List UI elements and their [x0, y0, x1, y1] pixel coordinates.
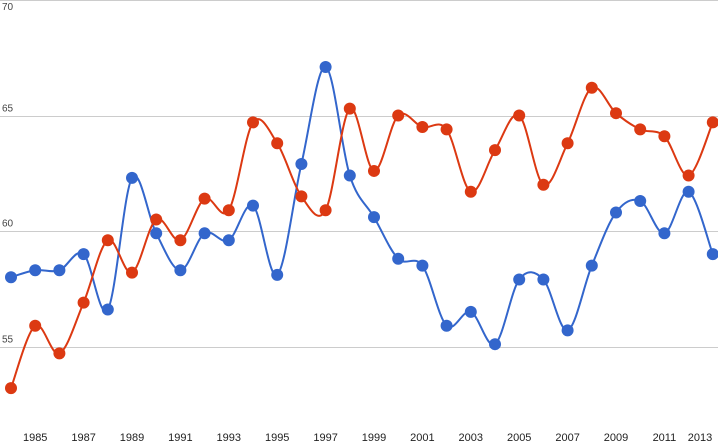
x-tick-label: 1995	[265, 432, 289, 444]
x-tick-label: 1993	[217, 432, 241, 444]
data-point-series-1-1993[interactable]	[222, 234, 235, 247]
data-point-series-2-2011[interactable]	[658, 130, 671, 143]
x-tick-label: 1997	[313, 432, 337, 444]
data-point-series-1-1991[interactable]	[174, 264, 187, 277]
data-point-series-1-2006[interactable]	[537, 273, 550, 286]
x-tick-label: 1989	[120, 432, 144, 444]
data-point-series-2-2007[interactable]	[561, 137, 574, 150]
data-point-series-2-1988[interactable]	[101, 234, 114, 247]
data-point-series-2-2005[interactable]	[513, 109, 526, 122]
data-point-series-1-2013[interactable]	[706, 248, 718, 261]
x-tick-label: 2007	[555, 432, 579, 444]
data-point-series-2-2003[interactable]	[464, 185, 477, 198]
data-point-series-1-1997[interactable]	[319, 60, 332, 73]
data-point-series-2-1992[interactable]	[198, 192, 211, 205]
data-point-series-2-2001[interactable]	[416, 121, 429, 134]
x-axis-ticks: 1985 1987 1989 1991 1993 1995 1997 1999 2001 2003…	[23, 432, 712, 444]
data-point-series-1-2007[interactable]	[561, 324, 574, 337]
data-point-series-1-1999[interactable]	[368, 211, 380, 224]
data-point-series-2-2009[interactable]	[610, 107, 622, 120]
gridlines	[0, 0, 718, 348]
data-point-series-2-1984[interactable]	[5, 382, 17, 395]
data-point-series-1-2004[interactable]	[489, 338, 501, 351]
data-point-series-2-2002[interactable]	[440, 123, 453, 136]
data-point-series-1-1989[interactable]	[126, 171, 138, 184]
data-point-series-2-2012[interactable]	[682, 169, 695, 182]
data-point-series-1-2005[interactable]	[513, 273, 526, 286]
data-point-series-2-1997[interactable]	[319, 204, 332, 217]
y-axis-ticks: 55 60 65 70	[2, 2, 14, 346]
data-point-series-1-1988[interactable]	[101, 303, 114, 316]
data-point-series-2-2008[interactable]	[585, 81, 598, 94]
data-point-series-1-1987[interactable]	[77, 248, 90, 261]
data-point-series-1-1994[interactable]	[247, 199, 259, 212]
data-point-series-2-1991[interactable]	[174, 234, 187, 247]
data-point-series-1-2008[interactable]	[585, 259, 598, 272]
series-1	[5, 60, 718, 351]
series-group	[5, 60, 718, 395]
x-tick-label: 1985	[23, 432, 47, 444]
data-point-series-2-1990[interactable]	[150, 213, 163, 226]
data-point-series-2-2006[interactable]	[537, 178, 550, 191]
series-line-2	[10, 86, 714, 389]
data-point-series-1-2010[interactable]	[634, 194, 647, 207]
data-point-series-1-2009[interactable]	[610, 206, 622, 219]
x-tick-label: 2003	[459, 432, 483, 444]
data-point-series-1-1986[interactable]	[53, 264, 66, 277]
series-line-1	[10, 65, 714, 346]
x-tick-label: 1999	[362, 432, 386, 444]
data-point-series-1-1992[interactable]	[198, 227, 211, 240]
data-point-series-2-1996[interactable]	[295, 190, 308, 203]
y-tick-label: 65	[2, 104, 14, 115]
data-point-series-2-1993[interactable]	[222, 204, 235, 217]
y-tick-label: 70	[2, 2, 14, 13]
data-point-series-2-1986[interactable]	[53, 347, 66, 360]
data-point-series-2-2004[interactable]	[489, 144, 501, 157]
data-point-series-1-2012[interactable]	[682, 185, 695, 198]
data-point-series-2-1987[interactable]	[77, 296, 90, 309]
data-point-series-2-1985[interactable]	[29, 319, 42, 332]
x-tick-label: 2001	[410, 432, 434, 444]
data-point-series-2-2013[interactable]	[706, 116, 718, 129]
data-point-series-1-2002[interactable]	[440, 319, 453, 332]
data-point-series-1-1996[interactable]	[295, 158, 308, 171]
x-tick-label: 2013	[688, 432, 712, 444]
data-point-series-1-1990[interactable]	[150, 227, 163, 240]
data-point-series-1-1995[interactable]	[271, 268, 284, 281]
x-tick-label: 2011	[653, 432, 677, 444]
y-tick-label: 55	[2, 335, 14, 346]
data-point-series-1-2003[interactable]	[464, 305, 477, 318]
data-point-series-1-2001[interactable]	[416, 259, 429, 272]
data-point-series-2-1994[interactable]	[247, 116, 259, 129]
x-tick-label: 2005	[507, 432, 531, 444]
data-point-series-2-1989[interactable]	[126, 266, 138, 279]
data-point-series-1-1998[interactable]	[343, 169, 356, 182]
data-point-series-1-1985[interactable]	[29, 264, 42, 277]
series-2	[5, 81, 718, 395]
x-tick-label: 2009	[604, 432, 628, 444]
x-tick-label: 1987	[71, 432, 95, 444]
data-point-series-2-1998[interactable]	[343, 102, 356, 115]
data-point-series-1-2000[interactable]	[392, 252, 405, 265]
data-point-series-2-1995[interactable]	[271, 137, 284, 150]
data-point-series-2-2000[interactable]	[392, 109, 405, 122]
data-point-series-1-2011[interactable]	[658, 227, 671, 240]
x-tick-label: 1991	[168, 432, 192, 444]
data-point-series-2-2010[interactable]	[634, 123, 647, 136]
data-point-series-2-1999[interactable]	[368, 164, 380, 177]
y-tick-label: 60	[2, 219, 14, 230]
data-point-series-1-1984[interactable]	[5, 271, 17, 284]
